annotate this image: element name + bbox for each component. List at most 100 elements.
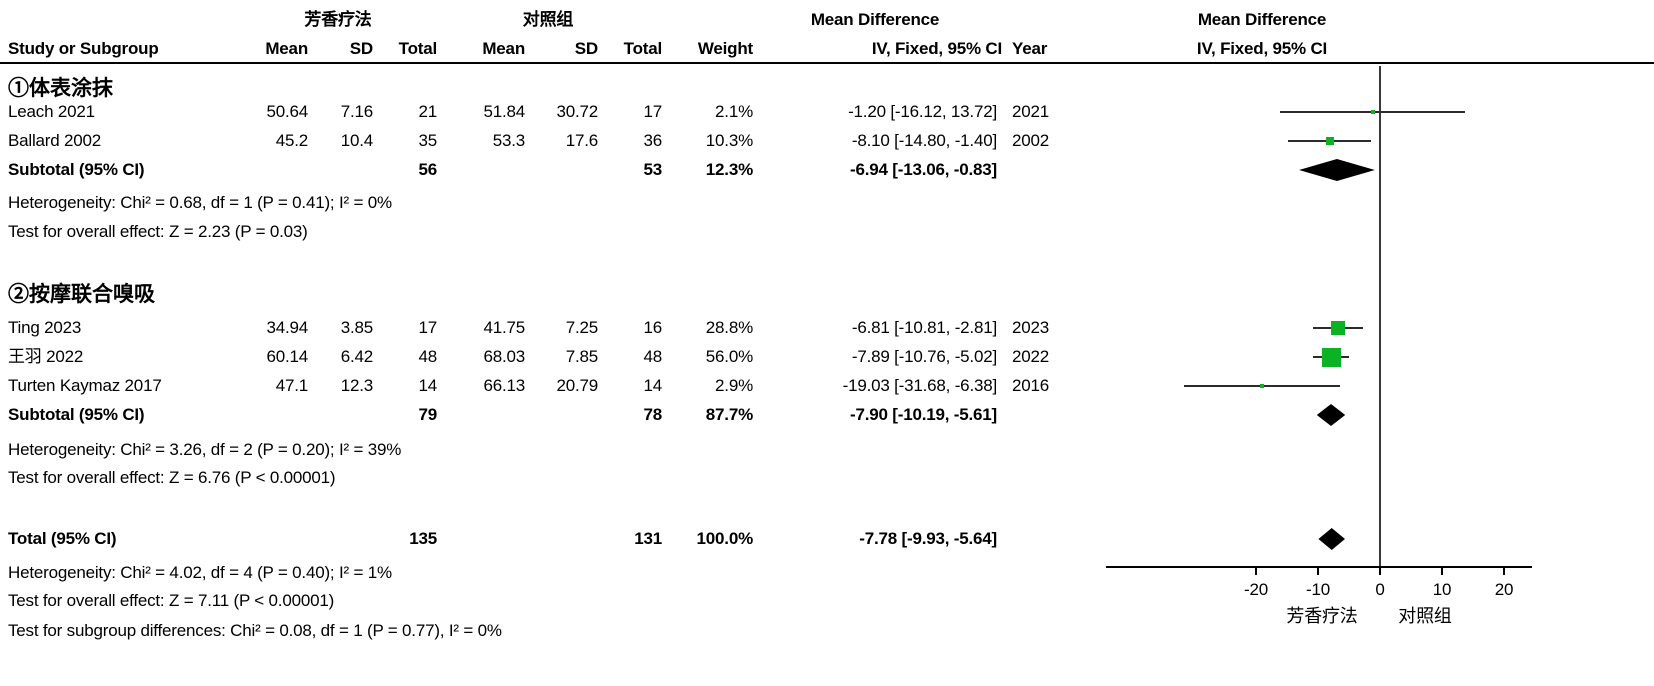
heterogeneity-row: Heterogeneity: Chi² = 3.26, df = 2 (P = … bbox=[0, 438, 1654, 462]
footer-text: Heterogeneity: Chi² = 4.02, df = 4 (P = … bbox=[8, 563, 392, 582]
favours-left-label: 芳香疗法 bbox=[1286, 606, 1358, 626]
overall-effect-text: Test for overall effect: Z = 6.76 (P < 0… bbox=[8, 468, 336, 487]
study-total2: 48 bbox=[643, 347, 662, 366]
study-mean2: 66.13 bbox=[483, 376, 525, 395]
study-total1: 48 bbox=[418, 347, 437, 366]
study-weight: 10.3% bbox=[705, 131, 753, 150]
study-total1: 17 bbox=[418, 318, 437, 337]
total-diamond bbox=[1318, 528, 1346, 550]
footer-row: Heterogeneity: Chi² = 4.02, df = 4 (P = … bbox=[0, 561, 1654, 585]
study-name: Turten Kaymaz 2017 bbox=[8, 376, 162, 395]
axis-tick bbox=[1255, 566, 1257, 575]
total-weight: 100.0% bbox=[696, 529, 754, 548]
header-experimental-group: 芳香疗法 bbox=[304, 10, 372, 29]
header-exp-sd: SD bbox=[349, 39, 373, 58]
overall-effect-row: Test for overall effect: Z = 6.76 (P < 0… bbox=[0, 466, 1654, 490]
study-mean1: 50.64 bbox=[266, 102, 308, 121]
header-exp-mean: Mean bbox=[265, 39, 308, 58]
subtotal-exp-total: 56 bbox=[418, 160, 437, 179]
overall-effect-row: Test for overall effect: Z = 2.23 (P = 0… bbox=[0, 220, 1654, 244]
subtotal-ci: -6.94 [-13.06, -0.83] bbox=[850, 160, 997, 179]
header-study-or-subgroup: Study or Subgroup bbox=[8, 39, 159, 58]
study-mean1: 34.94 bbox=[266, 318, 308, 337]
study-row: Turten Kaymaz 2017 47.1 12.3 14 66.13 20.79 14… bbox=[0, 374, 1654, 398]
study-total1: 35 bbox=[418, 131, 437, 150]
study-sd2: 7.85 bbox=[565, 347, 598, 366]
study-name: Ting 2023 bbox=[8, 318, 82, 337]
study-ci: -6.81 [-10.81, -2.81] bbox=[851, 318, 997, 337]
subtotal-weight: 87.7% bbox=[705, 405, 753, 424]
header-method-right: IV, Fixed, 95% CI bbox=[1196, 39, 1328, 58]
study-name: 王羽 2022 bbox=[8, 347, 84, 366]
study-name: Leach 2021 bbox=[8, 102, 95, 121]
study-sd2: 20.79 bbox=[556, 376, 598, 395]
heterogeneity-row: Heterogeneity: Chi² = 0.68, df = 1 (P = … bbox=[0, 191, 1654, 215]
total-row: Total (95% CI) 135 131 100.0% -7.78 [-9.93, … bbox=[0, 527, 1654, 551]
study-sd1: 6.42 bbox=[340, 347, 373, 366]
study-sd1: 12.3 bbox=[340, 376, 373, 395]
study-sd1: 10.4 bbox=[340, 131, 373, 150]
study-row: 王羽 2022 60.14 6.42 48 68.03 7.85 48 56.0% -7.89 … bbox=[0, 345, 1654, 369]
study-ci: -1.20 [-16.12, 13.72] bbox=[848, 102, 997, 121]
weight-square-marker bbox=[1322, 348, 1341, 367]
overall-effect-text: Test for overall effect: Z = 2.23 (P = 0… bbox=[8, 222, 308, 241]
axis-tick-label: -20 bbox=[1244, 580, 1268, 599]
study-total2: 36 bbox=[643, 131, 662, 150]
footer-row: Test for overall effect: Z = 7.11 (P < 0… bbox=[0, 589, 1654, 613]
header-method-left: IV, Fixed, 95% CI bbox=[871, 39, 1002, 58]
axis-tick bbox=[1317, 566, 1319, 575]
study-ci: -8.10 [-14.80, -1.40] bbox=[851, 131, 997, 150]
axis-tick-label: 20 bbox=[1494, 580, 1514, 599]
axis-tick bbox=[1379, 566, 1381, 575]
total-exp-total: 135 bbox=[409, 529, 437, 548]
footer-text: Test for subgroup differences: Chi² = 0.… bbox=[8, 621, 502, 640]
study-weight: 2.1% bbox=[715, 102, 753, 121]
subtotal-label: Subtotal (95% CI) bbox=[8, 160, 145, 179]
header-effect-measure-left: Mean Difference bbox=[810, 10, 940, 29]
header-effect-measure-right: Mean Difference bbox=[1197, 10, 1327, 29]
study-mean2: 53.3 bbox=[492, 131, 525, 150]
study-ci: -7.89 [-10.76, -5.02] bbox=[851, 347, 997, 366]
subtotal-diamond bbox=[1316, 404, 1346, 426]
study-mean1: 45.2 bbox=[275, 131, 308, 150]
header-divider-line bbox=[0, 62, 1654, 64]
subtotal-ci: -7.90 [-10.19, -5.61] bbox=[850, 405, 997, 424]
study-mean2: 41.75 bbox=[483, 318, 525, 337]
study-mean1: 47.1 bbox=[275, 376, 308, 395]
study-row: Ballard 2002 45.2 10.4 35 53.3 17.6 36 10.3% -8.… bbox=[0, 129, 1654, 153]
subgroup-title: ②按摩联合嗅吸 bbox=[8, 283, 155, 306]
subtotal-weight: 12.3% bbox=[705, 160, 753, 179]
header-ctl-mean: Mean bbox=[482, 39, 525, 58]
axis-tick-label: -10 bbox=[1306, 580, 1330, 599]
study-total2: 14 bbox=[643, 376, 662, 395]
study-sd2: 7.25 bbox=[565, 318, 598, 337]
study-year: 2022 bbox=[1012, 347, 1050, 366]
header-control-group: 对照组 bbox=[522, 10, 574, 29]
header-exp-total: Total bbox=[398, 39, 438, 58]
weight-square-marker bbox=[1326, 137, 1334, 145]
weight-square-marker bbox=[1260, 384, 1264, 388]
study-sd1: 7.16 bbox=[340, 102, 373, 121]
total-ctl-total: 131 bbox=[634, 529, 662, 548]
header-ctl-sd: SD bbox=[574, 39, 598, 58]
study-mean2: 68.03 bbox=[483, 347, 525, 366]
study-total1: 21 bbox=[418, 102, 437, 121]
subtotal-row: Subtotal (95% CI) 56 53 12.3% -6.94 [-13.06,… bbox=[0, 158, 1654, 182]
study-year: 2002 bbox=[1012, 131, 1050, 150]
header-year: Year bbox=[1012, 39, 1048, 58]
weight-square-marker bbox=[1371, 110, 1375, 114]
heterogeneity-text: Heterogeneity: Chi² = 0.68, df = 1 (P = … bbox=[8, 193, 392, 212]
subtotal-exp-total: 79 bbox=[418, 405, 437, 424]
study-mean1: 60.14 bbox=[266, 347, 308, 366]
heterogeneity-text: Heterogeneity: Chi² = 3.26, df = 2 (P = … bbox=[8, 440, 402, 459]
x-axis-line bbox=[1106, 566, 1532, 568]
axis-tick bbox=[1503, 566, 1505, 575]
study-year: 2016 bbox=[1012, 376, 1050, 395]
study-weight: 28.8% bbox=[705, 318, 753, 337]
study-total2: 16 bbox=[643, 318, 662, 337]
study-weight: 2.9% bbox=[715, 376, 753, 395]
subtotal-label: Subtotal (95% CI) bbox=[8, 405, 145, 424]
